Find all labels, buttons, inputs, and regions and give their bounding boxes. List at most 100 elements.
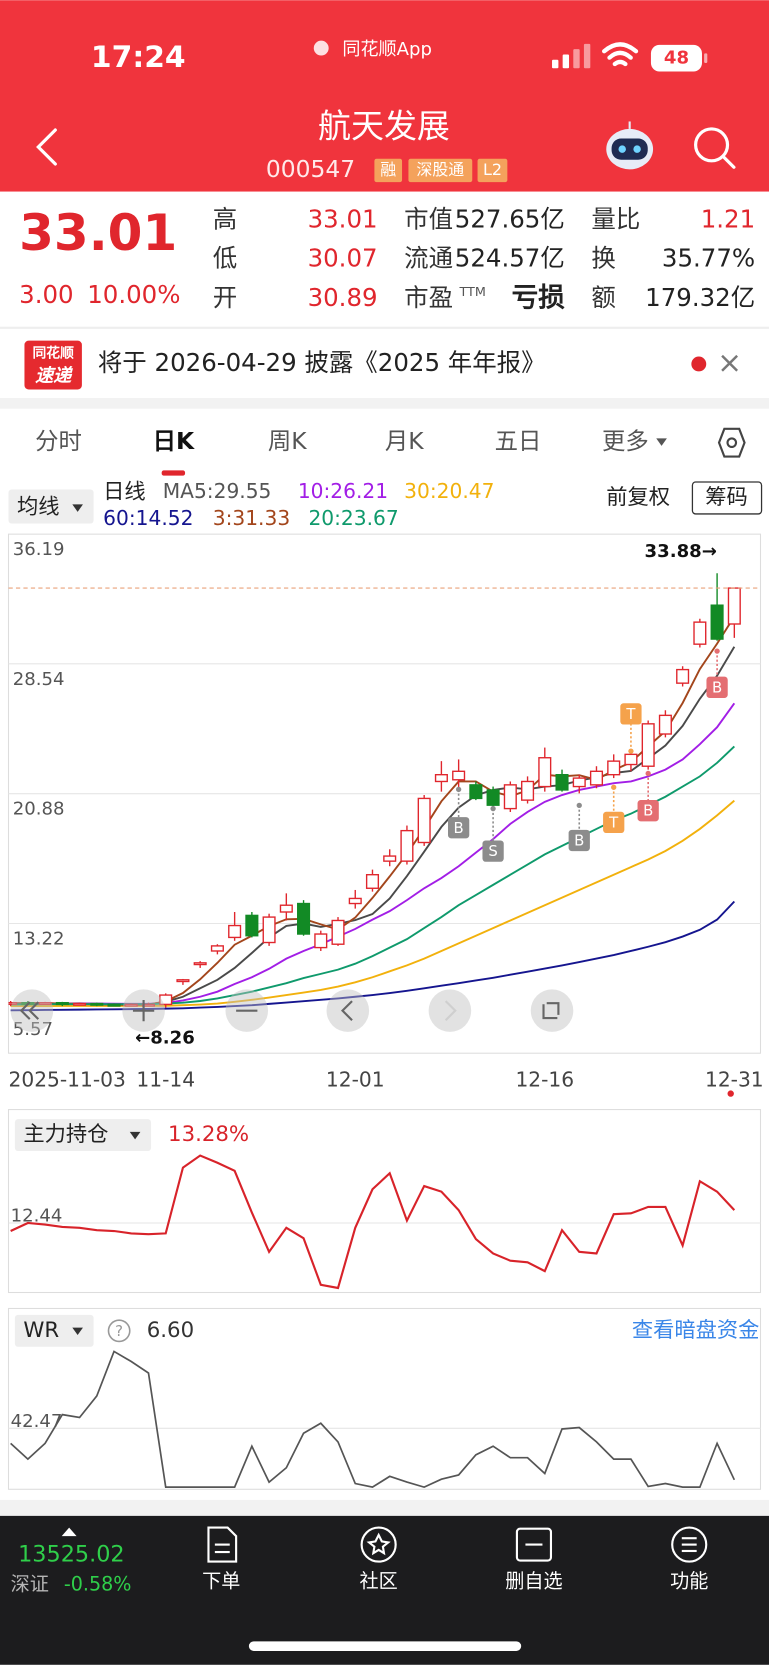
y-tick-label: 42.47 xyxy=(11,1411,63,1432)
tab[interactable]: 周K xyxy=(268,427,307,455)
field-value: 1.21 xyxy=(701,204,755,233)
field-value: 35.77% xyxy=(662,244,755,273)
index-value: 13525.02 xyxy=(18,1542,125,1568)
notice-close[interactable]: × xyxy=(717,345,742,380)
signal-dot xyxy=(611,784,617,790)
unread-dot xyxy=(691,356,707,372)
tab[interactable]: 五日 xyxy=(495,427,542,455)
notice-logo-text: 同花顺 xyxy=(32,344,74,361)
indicator-selector[interactable] xyxy=(14,1119,152,1152)
candle-body xyxy=(503,784,517,810)
tab[interactable]: 分时 xyxy=(35,427,82,455)
notice-text[interactable]: 将于 2026-04-29 披露《2025 年年报》 xyxy=(98,348,546,377)
candle-body xyxy=(710,604,724,640)
dark-pool-link[interactable]: 查看暗盘资金 xyxy=(632,1318,760,1343)
candle-body xyxy=(279,904,293,913)
gap xyxy=(0,1499,769,1516)
candle-body xyxy=(107,1003,121,1007)
nav-label[interactable]: 删自选 xyxy=(505,1569,562,1592)
chart-nav-icon xyxy=(444,1000,457,1021)
back-button[interactable] xyxy=(36,128,57,166)
function-icon[interactable] xyxy=(671,1526,708,1563)
field-value: 30.89 xyxy=(308,283,378,312)
field-value: 亏损 xyxy=(512,283,566,314)
high-annotation: 33.88→ xyxy=(645,541,717,562)
nav-label[interactable]: 社区 xyxy=(360,1569,398,1592)
nav-label[interactable]: 功能 xyxy=(670,1569,708,1592)
tab[interactable]: 日K xyxy=(153,427,195,455)
settings-icon-dot xyxy=(726,437,738,448)
candle-body xyxy=(73,1002,87,1006)
date-dot xyxy=(727,1090,734,1097)
order-icon[interactable] xyxy=(207,1526,238,1563)
panel-frame xyxy=(7,1109,762,1294)
chart-nav-button[interactable] xyxy=(530,989,574,1032)
help-text[interactable]: ? xyxy=(115,1322,123,1340)
signal-label: T xyxy=(608,813,619,831)
badge-text: 深股通 xyxy=(416,160,464,179)
expand-arrow[interactable] xyxy=(61,1527,77,1537)
remove-watchlist-icon[interactable] xyxy=(515,1527,553,1562)
field-value: 33.01 xyxy=(308,204,378,233)
help-icon[interactable] xyxy=(107,1319,131,1343)
chip-button-text[interactable]: 筹码 xyxy=(705,485,748,510)
legend-entry: MA5:29.55 xyxy=(163,479,272,503)
candle-body xyxy=(331,919,345,945)
candle-body xyxy=(176,979,190,983)
index-name: 深证 xyxy=(11,1573,49,1596)
tab[interactable]: 更多 xyxy=(602,427,649,455)
chip-button[interactable] xyxy=(691,481,763,515)
price-change: 3.00 xyxy=(19,280,73,309)
chart-nav-button[interactable] xyxy=(428,989,472,1032)
candle-body xyxy=(555,774,569,791)
dropdown-arrow xyxy=(129,1131,141,1140)
candle-body xyxy=(589,770,604,786)
content-bg xyxy=(0,191,769,1516)
indicator-selector-text[interactable]: 主力持仓 xyxy=(23,1122,108,1147)
candle-body xyxy=(365,874,380,889)
candle-body xyxy=(8,1001,18,1005)
settings-icon[interactable] xyxy=(717,427,746,458)
clock: 17:24 xyxy=(91,40,186,75)
field-label: 额 xyxy=(591,283,615,312)
nav-label[interactable]: 下单 xyxy=(202,1569,240,1592)
signal-box xyxy=(706,676,728,698)
battery-tip xyxy=(704,53,708,63)
legend-entry: 10:26.21 xyxy=(298,479,388,503)
signal-label: T xyxy=(625,705,636,723)
adjust-label[interactable]: 前复权 xyxy=(606,485,670,510)
candle-body xyxy=(262,916,276,944)
indicator-selector-text[interactable]: WR xyxy=(23,1318,59,1343)
chart-nav-button[interactable] xyxy=(10,989,54,1032)
tab[interactable]: 月K xyxy=(385,427,424,455)
x-tick-label: 12-16 xyxy=(515,1067,574,1091)
indicator-selector-text[interactable]: 均线 xyxy=(17,495,60,520)
wifi-icon xyxy=(602,42,639,67)
app-name: 同花顺App xyxy=(342,39,432,60)
field-label: 量比 xyxy=(591,204,640,233)
candle-body xyxy=(658,714,672,735)
battery xyxy=(650,44,702,72)
field-label: 换 xyxy=(591,244,615,273)
x-tick-label: 12-01 xyxy=(326,1067,385,1091)
field-value: 179.32亿 xyxy=(645,283,755,312)
x-tick-label: 11-14 xyxy=(136,1067,195,1091)
search-icon[interactable] xyxy=(694,127,736,169)
y-tick-label: 13.22 xyxy=(13,928,65,949)
robot-icon[interactable] xyxy=(606,121,654,170)
chart-nav-button[interactable] xyxy=(326,989,370,1032)
indicator-selector[interactable] xyxy=(8,489,94,524)
legend-entry: 3:31.33 xyxy=(213,506,290,530)
index-change: -0.58% xyxy=(64,1573,132,1596)
candle-body xyxy=(297,902,311,935)
candle-body xyxy=(383,855,397,862)
community-icon[interactable] xyxy=(360,1526,397,1563)
badge-text: L2 xyxy=(483,160,502,179)
indicator-selector[interactable] xyxy=(14,1314,94,1347)
stock-code: 000547 xyxy=(266,155,355,183)
chart-nav-icon xyxy=(542,1002,560,1020)
field-label: 流通 xyxy=(404,244,453,273)
badge xyxy=(408,158,473,183)
signal-dot xyxy=(490,805,496,812)
